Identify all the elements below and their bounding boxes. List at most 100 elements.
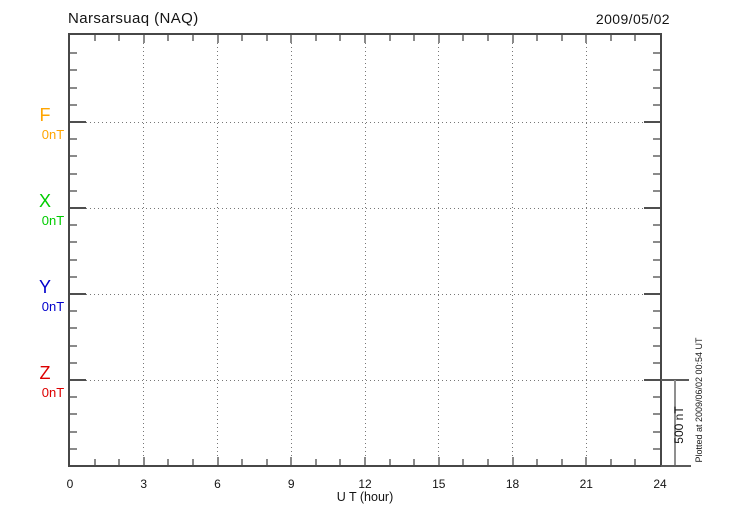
y-major-tick	[70, 293, 86, 295]
x-minor-tick	[314, 35, 317, 41]
y-minor-tick	[70, 241, 77, 243]
x-minor-tick	[265, 35, 268, 41]
x-tick-label: 3	[140, 477, 148, 491]
x-minor-tick	[191, 459, 194, 465]
x-minor-tick	[486, 459, 489, 465]
baseline-gridline-z	[70, 380, 660, 381]
y-minor-tick	[70, 69, 77, 71]
y-minor-tick	[653, 104, 660, 106]
x-minor-tick	[437, 457, 440, 465]
x-minor-tick	[634, 35, 637, 41]
x-tick-label: 0	[66, 477, 74, 491]
x-minor-tick	[462, 459, 465, 465]
y-minor-tick	[653, 138, 660, 140]
x-minor-tick	[560, 459, 563, 465]
x-minor-tick	[413, 35, 416, 41]
scale-bar-bottom-cap	[661, 465, 691, 467]
x-minor-tick	[364, 35, 366, 43]
y-minor-tick	[70, 52, 77, 54]
x-minor-tick	[437, 35, 440, 43]
scale-bar-label: 500 nT	[672, 406, 686, 444]
y-minor-tick	[70, 431, 77, 433]
y-major-tick	[644, 207, 660, 209]
channel-label-y: Y	[38, 277, 51, 297]
y-minor-tick	[70, 155, 77, 157]
x-minor-tick	[118, 459, 121, 465]
x-minor-tick	[216, 457, 219, 465]
x-minor-tick	[536, 35, 539, 41]
x-minor-tick	[339, 35, 342, 41]
channel-label-x: X	[38, 191, 51, 211]
y-minor-tick	[653, 345, 660, 347]
channel-baseline-value-x: 0nT	[41, 213, 65, 228]
x-minor-tick	[462, 35, 465, 41]
x-minor-tick	[511, 457, 514, 465]
x-minor-tick	[167, 459, 170, 465]
plot-timestamp-note: Plotted at 2009/06/02 00:54 UT	[694, 337, 704, 463]
y-minor-tick	[70, 362, 77, 364]
y-minor-tick	[653, 276, 660, 278]
channel-label-z: Z	[39, 363, 51, 383]
channel-baseline-value-f: 0nT	[41, 127, 65, 142]
x-tick-label: 6	[214, 477, 221, 491]
y-minor-tick	[70, 190, 77, 192]
y-minor-tick	[653, 190, 660, 192]
grid-line-vertical	[290, 35, 292, 465]
x-tick-label: 9	[287, 477, 295, 491]
y-minor-tick	[70, 259, 77, 261]
channel-baseline-value-y: 0nT	[41, 299, 65, 314]
y-major-tick	[70, 207, 86, 209]
plot-date: 2009/05/02	[595, 11, 670, 27]
x-minor-tick	[241, 35, 244, 41]
x-minor-tick	[216, 35, 219, 43]
y-minor-tick	[653, 310, 660, 312]
y-minor-tick	[653, 362, 660, 364]
x-minor-tick	[290, 35, 293, 43]
y-minor-tick	[70, 448, 77, 450]
y-minor-tick	[653, 413, 660, 415]
y-minor-tick	[653, 396, 660, 398]
x-minor-tick	[585, 457, 588, 465]
grid-line-vertical	[438, 35, 440, 465]
x-minor-tick	[585, 35, 588, 43]
y-minor-tick	[70, 396, 77, 398]
x-tick-label: 15	[432, 477, 446, 491]
y-minor-tick	[653, 87, 660, 89]
x-minor-tick	[93, 459, 96, 465]
y-minor-tick	[653, 448, 660, 450]
y-minor-tick	[70, 87, 77, 89]
page-title: Narsarsuaq (NAQ)	[68, 10, 199, 27]
x-minor-tick	[413, 459, 416, 465]
x-minor-tick	[265, 459, 268, 465]
grid-line-vertical	[143, 35, 145, 465]
y-minor-tick	[653, 259, 660, 261]
y-minor-tick	[70, 138, 77, 140]
x-minor-tick	[339, 459, 342, 465]
y-minor-tick	[653, 327, 660, 329]
y-minor-tick	[70, 345, 77, 347]
x-minor-tick	[118, 35, 121, 41]
x-minor-tick	[511, 35, 514, 43]
channel-baseline-value-z: 0nT	[41, 385, 65, 400]
x-minor-tick	[609, 35, 612, 41]
grid-line-vertical	[512, 35, 513, 465]
baseline-gridline-f	[70, 122, 660, 123]
x-minor-tick	[536, 459, 539, 465]
y-minor-tick	[653, 431, 660, 433]
y-minor-tick	[653, 241, 660, 243]
x-minor-tick	[364, 457, 366, 465]
y-major-tick	[644, 293, 660, 295]
x-tick-label: 18	[505, 477, 520, 491]
x-tick-label: 21	[579, 477, 593, 491]
x-minor-tick	[241, 459, 244, 465]
y-minor-tick	[653, 155, 660, 157]
x-minor-tick	[388, 35, 391, 41]
channel-label-f: F	[39, 105, 51, 125]
y-minor-tick	[653, 52, 660, 54]
scale-bar	[674, 380, 676, 466]
y-major-tick	[644, 121, 660, 123]
y-minor-tick	[70, 310, 77, 312]
x-minor-tick	[290, 457, 293, 465]
plot-area	[68, 33, 662, 467]
